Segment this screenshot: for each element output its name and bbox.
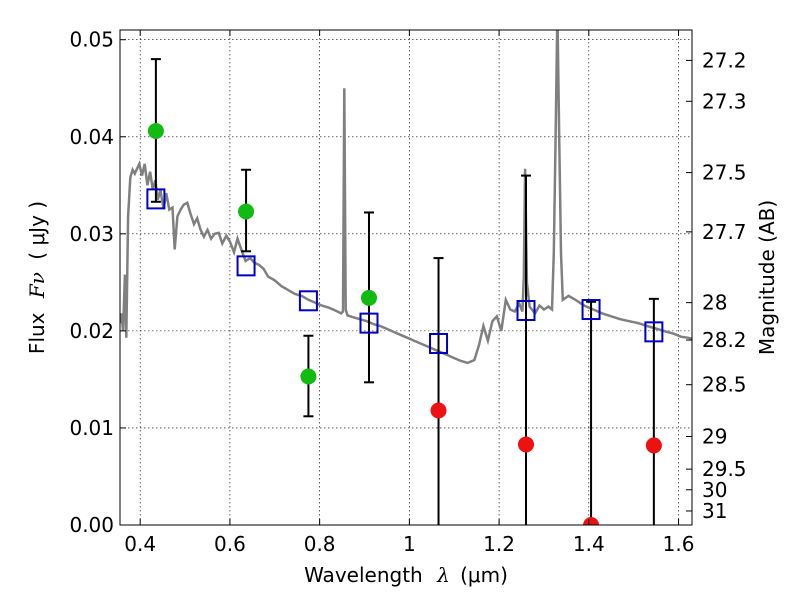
x-tick-label: 0.4 — [124, 532, 156, 556]
x-tick-label: 1.4 — [573, 532, 605, 556]
x-tick-label: 0.6 — [214, 532, 246, 556]
model-band-square — [644, 321, 664, 343]
plot-frame — [119, 29, 693, 526]
model-band-flux-layer — [146, 188, 664, 354]
detected-point — [300, 368, 317, 385]
mag-tick-label: 27.5 — [702, 161, 747, 185]
mag-tick-label: 31 — [702, 499, 727, 523]
errorbar-layer — [150, 58, 659, 525]
model-spectrum-line — [120, 30, 692, 365]
model-band-square — [146, 188, 166, 210]
ticks: 0.4 0.6 0.8 1 1.2 1.4 1.6 0.00 0.01 0.02 0.03 0.04 0… — [69, 28, 746, 556]
observed-points-layer — [147, 122, 662, 525]
mag-tick-label: 30 — [702, 478, 727, 502]
detected-point — [147, 122, 164, 139]
upper-limit-point — [430, 402, 447, 419]
detected-point — [238, 203, 255, 220]
model-band-square — [516, 300, 536, 321]
mag-tick-label: 28.2 — [702, 328, 747, 352]
model-band-square — [298, 290, 318, 312]
x-tick-label: 0.8 — [304, 532, 336, 556]
y-tick-label: 0.01 — [69, 416, 114, 440]
mag-tick-label: 28.5 — [702, 373, 747, 397]
mag-tick-label: 29 — [702, 424, 727, 448]
mag-tick-label: 27.3 — [702, 89, 747, 113]
upper-limit-point — [518, 436, 535, 453]
grid — [120, 30, 692, 526]
y-tick-label: 0.00 — [69, 513, 114, 537]
detected-point — [360, 289, 377, 306]
y-axis-label: Flux Fν ( μJy ) — [25, 201, 49, 354]
mag-tick-label: 29.5 — [702, 457, 747, 481]
model-band-square — [581, 299, 601, 321]
x-axis-label: Wavelength λ (μm) — [304, 563, 508, 587]
mag-tick-label: 28 — [702, 291, 727, 315]
model-spectrum-layer — [120, 30, 692, 365]
x-tick-label: 1.6 — [663, 532, 695, 556]
model-band-square — [359, 312, 379, 334]
upper-limit-point — [645, 437, 662, 454]
y-tick-label: 0.05 — [69, 28, 114, 52]
mag-tick-label: 27.2 — [702, 48, 747, 72]
y-tick-label: 0.02 — [69, 319, 114, 343]
y-tick-label: 0.03 — [69, 222, 114, 246]
x-tick-label: 1 — [403, 532, 416, 556]
x-tick-label: 1.2 — [483, 532, 515, 556]
model-band-square — [429, 333, 449, 354]
upper-limit-point — [583, 517, 600, 525]
y-tick-label: 0.04 — [69, 125, 114, 149]
magnitude-axis-label: Magnitude (AB) — [755, 200, 779, 355]
mag-tick-label: 27.7 — [702, 220, 747, 244]
model-band-square — [236, 255, 256, 277]
